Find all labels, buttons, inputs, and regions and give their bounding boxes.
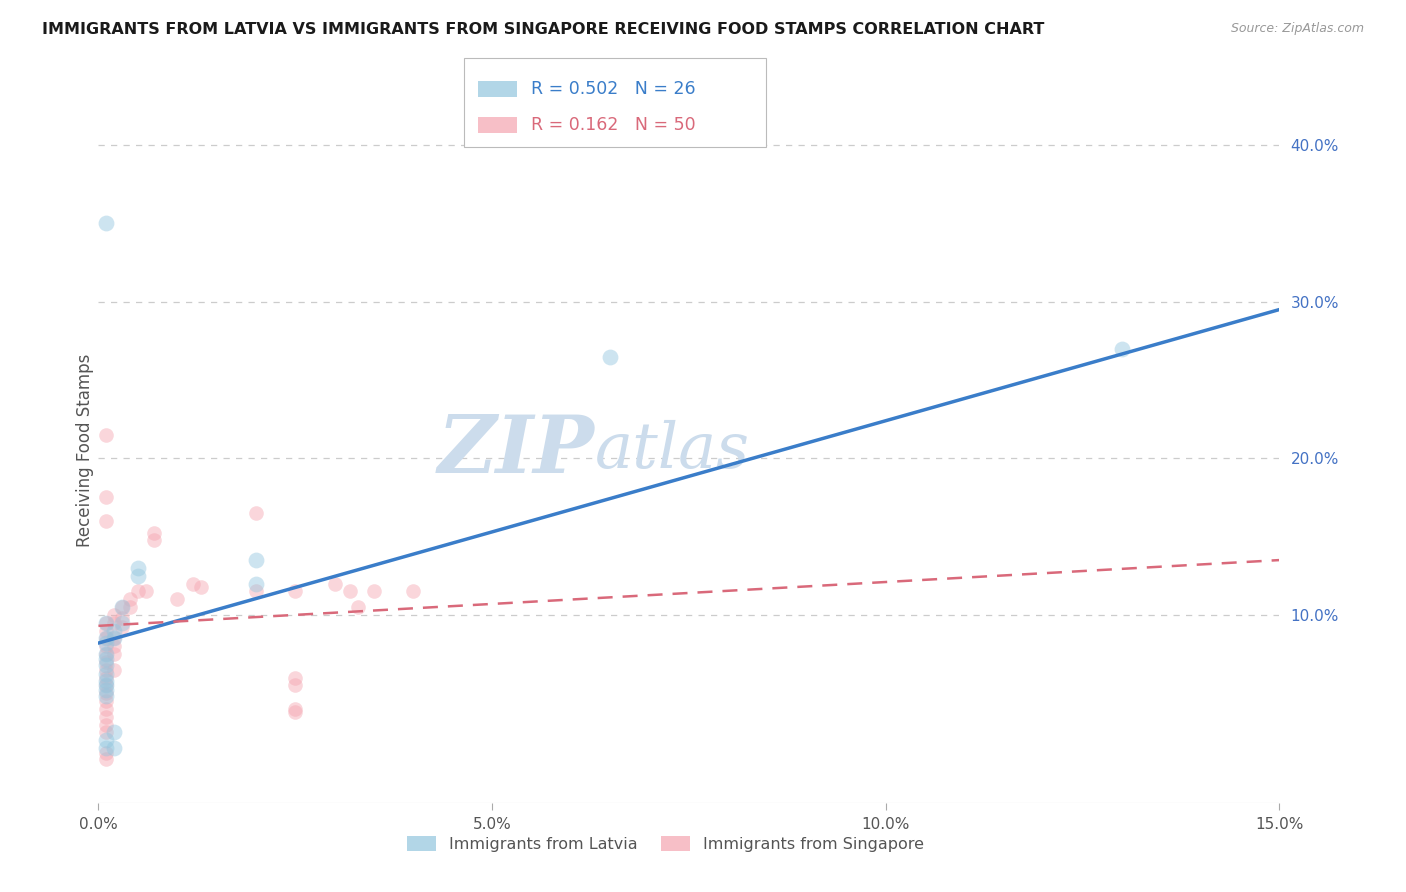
Y-axis label: Receiving Food Stamps: Receiving Food Stamps	[76, 354, 94, 547]
Point	[96, 709, 118, 723]
Point	[96, 632, 118, 646]
Point	[135, 584, 157, 599]
Point	[284, 702, 307, 716]
Point	[96, 639, 118, 653]
Point	[127, 568, 149, 582]
Point	[245, 576, 267, 591]
Point	[245, 506, 267, 520]
Text: Source: ZipAtlas.com: Source: ZipAtlas.com	[1230, 22, 1364, 36]
Point	[323, 576, 346, 591]
Point	[103, 632, 125, 646]
Point	[96, 615, 118, 630]
Point	[166, 592, 188, 607]
Point	[96, 686, 118, 700]
Point	[127, 561, 149, 575]
Point	[118, 592, 141, 607]
Point	[96, 658, 118, 673]
Point	[127, 584, 149, 599]
Point	[96, 636, 118, 650]
Point	[103, 647, 125, 661]
Point	[111, 620, 134, 634]
Point	[363, 584, 385, 599]
Point	[96, 647, 118, 661]
Point	[96, 733, 118, 747]
Point	[96, 655, 118, 669]
Point	[111, 611, 134, 625]
Point	[111, 615, 134, 630]
Point	[103, 663, 125, 677]
Point	[599, 350, 621, 364]
Point	[402, 584, 425, 599]
Point	[96, 427, 118, 442]
Point	[245, 584, 267, 599]
Text: atlas: atlas	[595, 419, 749, 482]
Point	[103, 615, 125, 630]
Point	[96, 647, 118, 661]
Point	[103, 607, 125, 622]
Point	[103, 624, 125, 638]
Point	[284, 671, 307, 685]
Point	[284, 678, 307, 692]
Point	[96, 683, 118, 698]
Point	[284, 705, 307, 719]
Point	[111, 600, 134, 615]
Point	[284, 584, 307, 599]
Point	[96, 702, 118, 716]
Point	[96, 671, 118, 685]
Point	[96, 725, 118, 739]
Point	[245, 553, 267, 567]
Point	[96, 632, 118, 646]
Point	[96, 491, 118, 505]
Point	[96, 746, 118, 760]
Text: R = 0.162   N = 50: R = 0.162 N = 50	[531, 116, 696, 134]
Point	[111, 600, 134, 615]
Point	[96, 514, 118, 528]
Point	[142, 526, 165, 541]
Point	[142, 533, 165, 547]
Point	[96, 624, 118, 638]
Point	[96, 678, 118, 692]
Point	[96, 752, 118, 766]
Point	[103, 632, 125, 646]
Point	[181, 576, 204, 591]
Point	[103, 639, 125, 653]
Point	[96, 678, 118, 692]
Point	[96, 741, 118, 756]
Point	[96, 694, 118, 708]
Point	[1111, 342, 1133, 356]
Point	[118, 600, 141, 615]
Point	[190, 580, 212, 594]
Text: IMMIGRANTS FROM LATVIA VS IMMIGRANTS FROM SINGAPORE RECEIVING FOOD STAMPS CORREL: IMMIGRANTS FROM LATVIA VS IMMIGRANTS FRO…	[42, 22, 1045, 37]
Text: R = 0.502   N = 26: R = 0.502 N = 26	[531, 80, 696, 98]
Text: ZIP: ZIP	[437, 412, 595, 489]
Point	[96, 690, 118, 704]
Point	[347, 600, 370, 615]
Point	[96, 673, 118, 688]
Point	[96, 216, 118, 230]
Point	[96, 717, 118, 731]
Point	[339, 584, 361, 599]
Point	[103, 725, 125, 739]
Point	[103, 741, 125, 756]
Point	[96, 667, 118, 681]
Point	[96, 663, 118, 677]
Point	[96, 651, 118, 665]
Legend: Immigrants from Latvia, Immigrants from Singapore: Immigrants from Latvia, Immigrants from …	[401, 830, 929, 858]
Point	[96, 615, 118, 630]
